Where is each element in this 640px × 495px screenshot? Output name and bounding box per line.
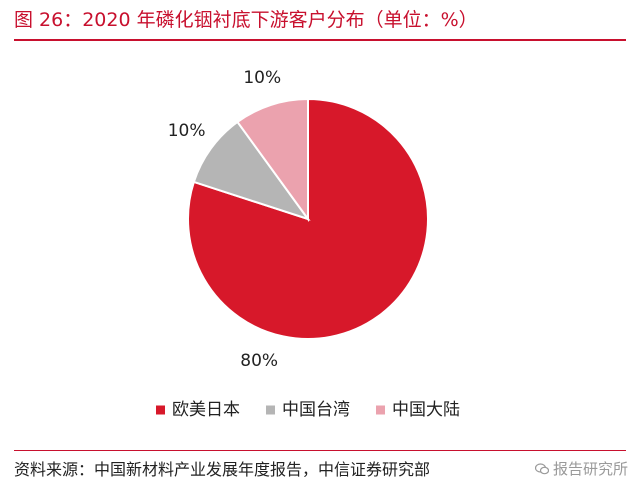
legend-swatch <box>266 405 275 415</box>
figure-title: 图 26：2020 年磷化铟衬底下游客户分布（单位：%） <box>14 9 478 31</box>
legend-swatch <box>376 405 385 415</box>
slice-data-label: 80% <box>240 351 278 371</box>
slice-data-label: 10% <box>168 121 206 141</box>
watermark: 报告研究所 <box>534 458 628 480</box>
legend-label: 欧美日本 <box>172 400 240 420</box>
pie-chart: 80% 10% 10% 欧美日本 中国台湾 中国大陆 <box>156 68 460 420</box>
legend-swatch <box>156 405 165 415</box>
title-divider <box>14 39 626 41</box>
legend: 欧美日本 中国台湾 中国大陆 <box>156 400 460 420</box>
pie-slice <box>236 97 309 223</box>
legend-label: 中国台湾 <box>282 400 350 420</box>
watermark-text: 报告研究所 <box>552 460 628 478</box>
data-labels: 80% 10% 10% <box>168 68 281 371</box>
source-note: 资料来源：中国新材料产业发展年度报告，中信证券研究部 <box>14 460 431 479</box>
pie-slices <box>187 97 429 340</box>
legend-label: 中国大陆 <box>392 400 460 420</box>
pie-slice <box>192 120 311 221</box>
wechat-icon <box>534 463 549 475</box>
slice-data-label: 10% <box>243 68 281 88</box>
source-divider <box>14 450 626 451</box>
